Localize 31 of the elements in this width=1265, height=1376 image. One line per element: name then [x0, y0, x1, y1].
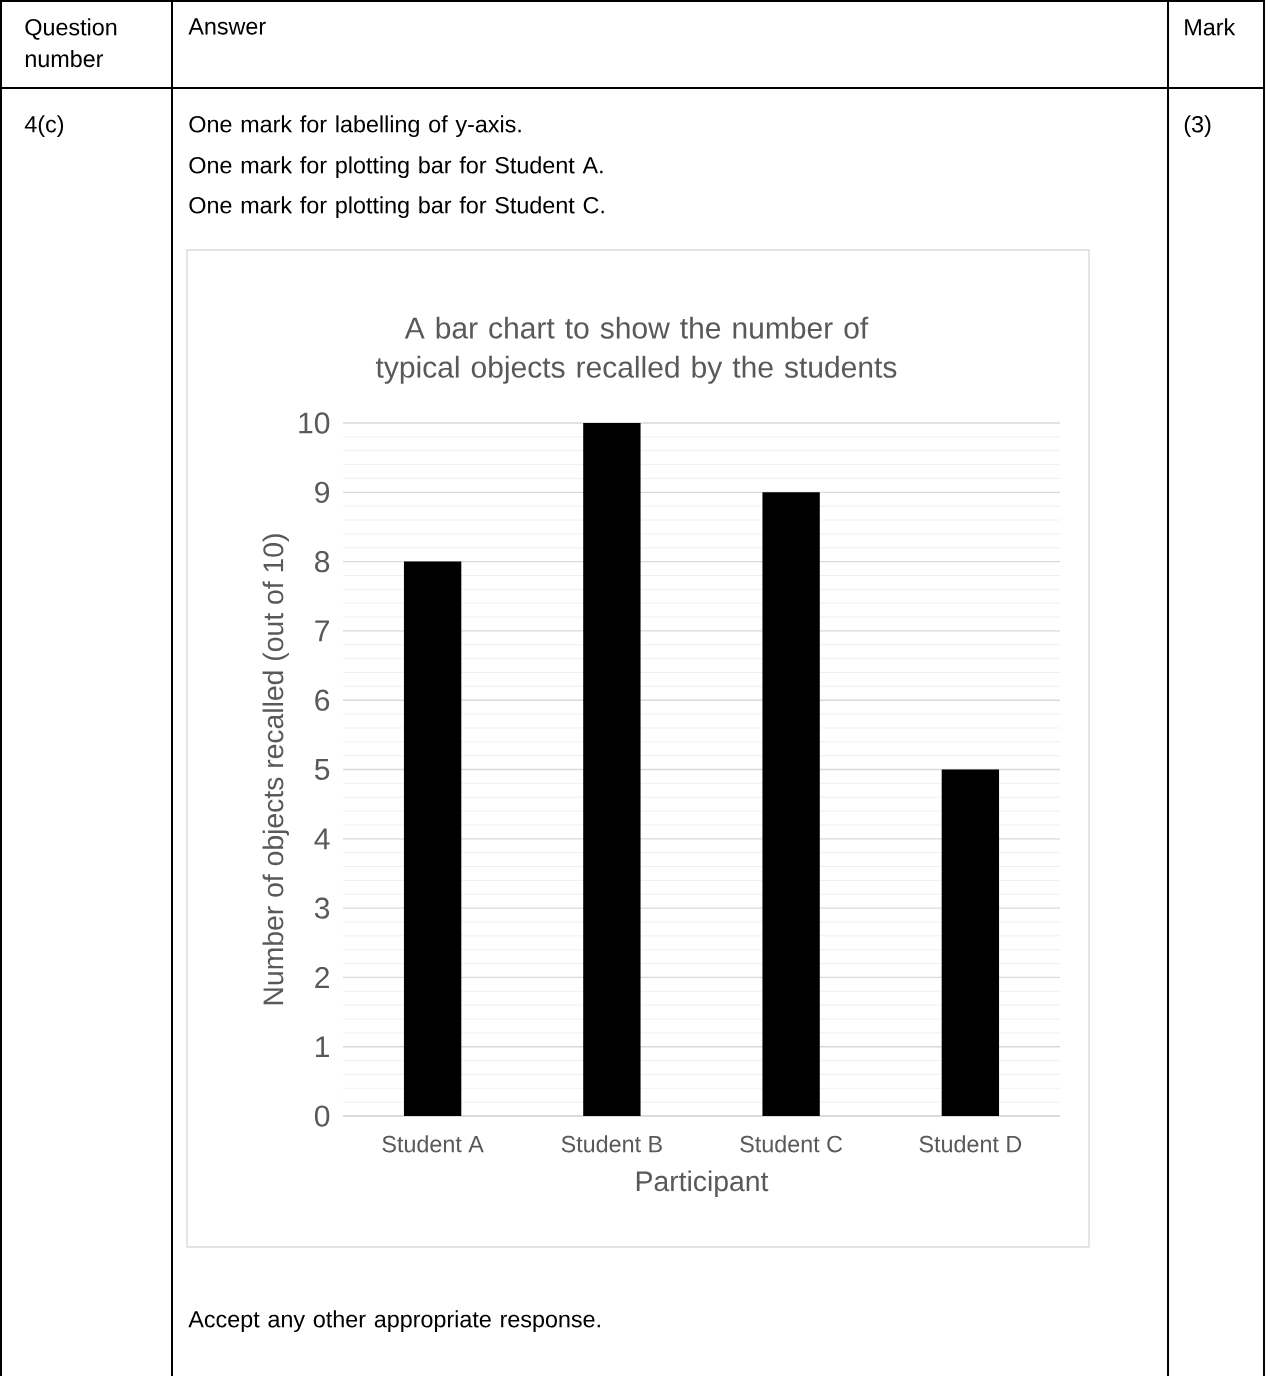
text: 4(c) — [24, 115, 64, 138]
bar — [941, 769, 1000, 1117]
y-tick-label: 2 — [315, 966, 329, 988]
bar — [583, 423, 641, 1117]
x-tick-label: Student A — [382, 1135, 484, 1153]
text: (3) — [1184, 115, 1211, 138]
text: Question number — [25, 18, 117, 68]
y-axis-title: Number of objects recalled (out of 10) — [262, 534, 289, 1005]
y-tick-label: 0 — [314, 1105, 330, 1127]
y-tick-label: 8 — [315, 550, 330, 573]
x-tick-label: Student B — [561, 1135, 662, 1153]
bar — [762, 492, 820, 1117]
text: One mark for plotting bar for Student A. — [189, 156, 603, 179]
bar — [403, 561, 462, 1117]
x-tick-label: Student C — [740, 1135, 843, 1153]
y-tick-label: 1 — [316, 1036, 329, 1058]
y-tick-label: 5 — [314, 759, 330, 780]
y-tick-label: 9 — [315, 481, 330, 503]
y-tick-label: 6 — [315, 689, 330, 711]
text: One mark for plotting bar for Student C. — [189, 196, 604, 219]
y-tick-label: 10 — [299, 412, 330, 434]
text: Mark — [1185, 18, 1236, 36]
y-tick-label: 3 — [314, 897, 330, 919]
y-tick-label: 4 — [314, 828, 330, 850]
text: Accept any other appropriate response. — [188, 1310, 600, 1333]
text: One mark for labelling of y-axis. — [189, 115, 521, 138]
x-axis-title: Participant — [636, 1170, 769, 1197]
chart-title: A bar chart to show the number of typical objects recalled by the students — [375, 316, 897, 384]
y-tick-label: 7 — [315, 620, 329, 642]
x-tick-label: Student D — [919, 1135, 1022, 1153]
text: Answer — [188, 18, 266, 35]
